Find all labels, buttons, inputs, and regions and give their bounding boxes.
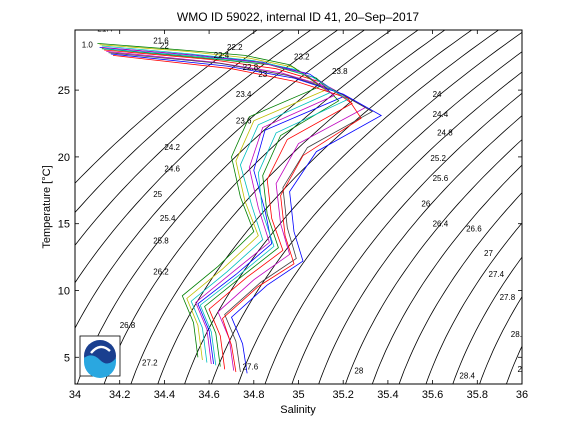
contour-label: 25.6 bbox=[433, 174, 449, 183]
density-contour bbox=[75, 30, 338, 284]
profile-line bbox=[108, 52, 374, 373]
contour-label: 27 bbox=[484, 249, 493, 258]
contour-label: 28.2 bbox=[511, 330, 527, 339]
density-contour bbox=[75, 30, 285, 214]
contour-label: 23.4 bbox=[236, 90, 252, 99]
contour-label: 21.4 bbox=[97, 24, 113, 33]
density-contour bbox=[371, 164, 522, 384]
contour-label: 1.0 bbox=[82, 40, 94, 49]
profile-line bbox=[106, 51, 367, 371]
chart-title: WMO ID 59022, internal ID 41, 20–Sep–201… bbox=[177, 10, 419, 24]
contour-label: 23.8 bbox=[332, 67, 348, 76]
y-tick-label: 10 bbox=[58, 285, 70, 297]
density-contour bbox=[452, 256, 522, 384]
contour-label: 26 bbox=[421, 199, 430, 208]
x-tick-label: 34.2 bbox=[109, 389, 130, 401]
density-contour bbox=[264, 71, 522, 384]
y-tick-label: 15 bbox=[58, 219, 70, 231]
y-tick-label: 20 bbox=[58, 152, 70, 164]
y-axis-ticks: 5 10 15 20 25 bbox=[58, 85, 522, 364]
x-tick-label: 35.6 bbox=[422, 389, 443, 401]
contour-label: 28 bbox=[354, 366, 363, 375]
noaa-logo-bird bbox=[90, 345, 111, 354]
contour-label: 23.2 bbox=[294, 52, 310, 61]
density-contour bbox=[103, 30, 419, 384]
contour-label: 25 bbox=[153, 190, 162, 199]
x-tick-label: 35 bbox=[292, 389, 304, 401]
density-contour bbox=[75, 30, 365, 329]
x-axis-ticks: 34 34.2 34.4 34.6 34.8 35 35.2 35.4 35.6 35.8 36 bbox=[69, 30, 528, 401]
density-contour bbox=[75, 30, 311, 246]
density-contours bbox=[75, 30, 522, 384]
profile-line bbox=[110, 53, 383, 374]
x-tick-label: 34.4 bbox=[154, 389, 175, 401]
contour-label: 22.8 bbox=[243, 63, 259, 72]
profile-lines bbox=[97, 43, 383, 374]
density-contour bbox=[345, 139, 522, 384]
contour-label: 27.6 bbox=[243, 362, 259, 371]
density-contour bbox=[479, 295, 522, 384]
contour-label: 26.4 bbox=[433, 219, 449, 228]
y-axis-label: Temperature [°C] bbox=[41, 165, 53, 248]
profile-line bbox=[97, 43, 322, 358]
x-tick-label: 36 bbox=[516, 389, 528, 401]
profile-line bbox=[101, 47, 336, 365]
x-tick-label: 35.8 bbox=[467, 389, 488, 401]
contour-label: 23.6 bbox=[236, 117, 252, 126]
x-tick-label: 35.4 bbox=[377, 389, 398, 401]
x-axis-label: Salinity bbox=[280, 404, 316, 416]
profile-line bbox=[99, 47, 345, 365]
density-contour bbox=[237, 51, 522, 384]
contour-label: 22.2 bbox=[227, 43, 243, 52]
x-tick-label: 34.8 bbox=[243, 389, 264, 401]
profile-line bbox=[99, 44, 327, 361]
contour-label: 24.8 bbox=[437, 129, 453, 138]
contour-label: 27.8 bbox=[500, 293, 516, 302]
contour-label: 24.2 bbox=[164, 143, 180, 152]
contour-label: 28 bbox=[518, 365, 527, 374]
contour-label: 25.8 bbox=[153, 237, 169, 246]
contour-label: 22 bbox=[160, 42, 169, 51]
x-tick-label: 34 bbox=[69, 389, 81, 401]
contour-labels: 21.41.0 21.622 22.222.4 22.823 23.2 23.4 23.6 2… bbox=[82, 24, 527, 381]
contour-label: 24 bbox=[433, 90, 442, 99]
noaa-logo bbox=[79, 335, 121, 378]
profile-line bbox=[101, 45, 331, 363]
density-contour bbox=[210, 31, 522, 384]
profile-line bbox=[104, 49, 353, 370]
contour-label: 22.4 bbox=[214, 51, 230, 60]
density-contour bbox=[318, 115, 522, 384]
contour-label: 26.2 bbox=[153, 268, 169, 277]
contour-label: 24.4 bbox=[433, 110, 449, 119]
density-contour bbox=[425, 222, 522, 384]
contour-label: 26.6 bbox=[466, 225, 482, 234]
density-contour bbox=[130, 30, 446, 384]
contour-label: 21.6 bbox=[153, 36, 169, 45]
profile-line bbox=[104, 48, 349, 366]
y-tick-label: 25 bbox=[58, 85, 70, 97]
contour-label: 26.8 bbox=[120, 321, 136, 330]
contour-label: 27.4 bbox=[489, 270, 505, 279]
contour-label: 23 bbox=[258, 70, 267, 79]
profile-line bbox=[112, 55, 362, 373]
density-contour bbox=[398, 192, 522, 384]
contour-label: 28.4 bbox=[459, 372, 475, 381]
contour-label: 27.2 bbox=[142, 358, 158, 367]
contour-label: 25.4 bbox=[160, 214, 176, 223]
noaa-logo-wave bbox=[84, 355, 116, 378]
contour-label: 24.6 bbox=[164, 165, 180, 174]
density-contour bbox=[75, 30, 258, 184]
x-tick-label: 35.2 bbox=[332, 389, 353, 401]
contour-label: 25.2 bbox=[430, 154, 446, 163]
x-tick-label: 34.6 bbox=[198, 389, 219, 401]
density-contour bbox=[291, 92, 522, 384]
y-tick-label: 5 bbox=[64, 352, 70, 364]
